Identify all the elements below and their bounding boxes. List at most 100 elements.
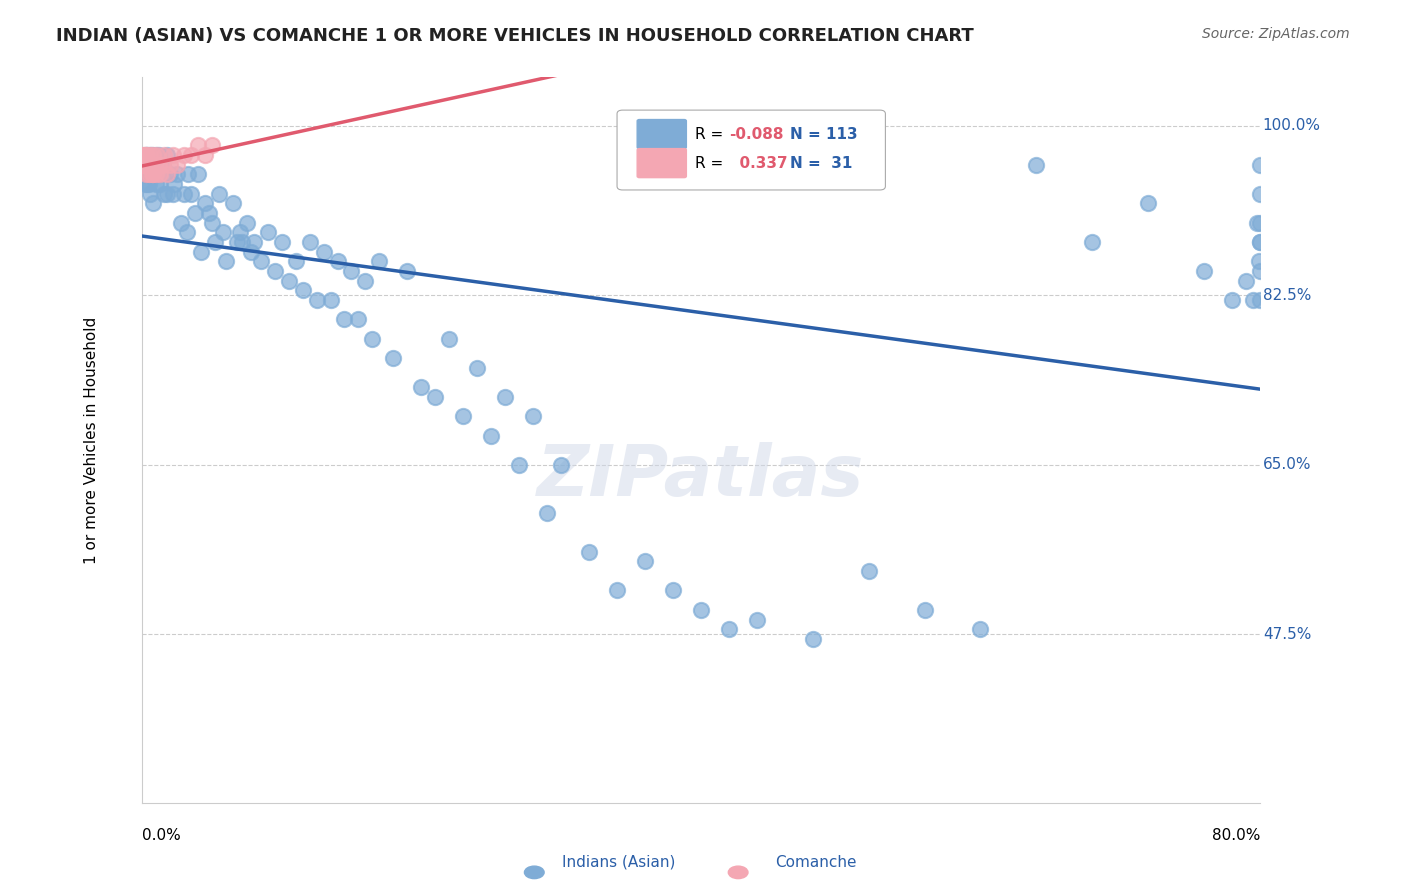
- Point: [201, 138, 224, 153]
- Point: [1192, 264, 1215, 278]
- Text: 100.0%: 100.0%: [1263, 119, 1320, 133]
- Point: [176, 225, 198, 239]
- Point: [184, 206, 207, 220]
- Point: [354, 274, 377, 288]
- Point: [1249, 293, 1271, 307]
- Point: [135, 157, 157, 171]
- Point: [221, 196, 243, 211]
- Text: -0.088: -0.088: [728, 127, 783, 142]
- Point: [235, 216, 257, 230]
- Text: 80.0%: 80.0%: [1212, 828, 1260, 843]
- Point: [1249, 186, 1271, 201]
- Point: [162, 186, 184, 201]
- Point: [134, 157, 156, 171]
- Point: [139, 148, 162, 162]
- Point: [138, 157, 160, 171]
- Text: R =: R =: [696, 155, 724, 170]
- Point: [149, 167, 172, 181]
- Point: [425, 390, 447, 404]
- Point: [163, 177, 186, 191]
- Point: [180, 186, 202, 201]
- Point: [508, 458, 530, 472]
- Point: [277, 274, 299, 288]
- Point: [143, 157, 166, 171]
- Point: [180, 148, 202, 162]
- Point: [139, 148, 162, 162]
- Point: [522, 409, 544, 424]
- Point: [139, 157, 162, 171]
- Point: [305, 293, 328, 307]
- Text: Indians (Asian): Indians (Asian): [562, 855, 675, 870]
- Point: [156, 148, 179, 162]
- Point: [142, 148, 165, 162]
- Text: 65.0%: 65.0%: [1263, 457, 1312, 472]
- Point: [177, 167, 200, 181]
- FancyBboxPatch shape: [637, 149, 686, 178]
- Point: [145, 148, 167, 162]
- Point: [132, 167, 155, 181]
- Point: [465, 360, 488, 375]
- Point: [159, 167, 181, 181]
- Point: [212, 225, 235, 239]
- Point: [1246, 216, 1268, 230]
- Point: [215, 254, 238, 268]
- Point: [690, 603, 713, 617]
- Text: 0.337: 0.337: [728, 155, 787, 170]
- Point: [1249, 235, 1271, 249]
- Point: [1081, 235, 1104, 249]
- Point: [190, 244, 212, 259]
- Point: [291, 284, 314, 298]
- Point: [1249, 157, 1271, 171]
- Point: [347, 312, 370, 326]
- Point: [148, 157, 170, 171]
- Point: [1025, 157, 1047, 171]
- Point: [606, 583, 628, 598]
- Point: [135, 148, 157, 162]
- Point: [494, 390, 516, 404]
- Point: [134, 177, 156, 191]
- Point: [969, 622, 991, 636]
- Point: [146, 157, 169, 171]
- FancyBboxPatch shape: [637, 120, 686, 149]
- Point: [135, 157, 157, 171]
- Point: [249, 254, 271, 268]
- Point: [145, 177, 167, 191]
- Point: [340, 264, 363, 278]
- Point: [242, 235, 264, 249]
- Point: [194, 148, 217, 162]
- Point: [138, 167, 160, 181]
- Point: [136, 148, 159, 162]
- Point: [662, 583, 685, 598]
- Point: [143, 157, 166, 171]
- Point: [134, 157, 156, 171]
- Point: [194, 196, 217, 211]
- Point: [138, 177, 160, 191]
- Point: [411, 380, 433, 394]
- Point: [1234, 274, 1257, 288]
- Point: [201, 216, 224, 230]
- Point: [187, 138, 209, 153]
- Point: [148, 148, 170, 162]
- Point: [204, 235, 226, 249]
- Point: [187, 167, 209, 181]
- Text: 1 or more Vehicles in Household: 1 or more Vehicles in Household: [84, 317, 98, 564]
- Point: [1241, 293, 1264, 307]
- Point: [256, 225, 278, 239]
- Point: [153, 186, 176, 201]
- Point: [801, 632, 824, 646]
- Point: [145, 167, 167, 181]
- Point: [1249, 235, 1271, 249]
- Point: [170, 216, 193, 230]
- Point: [138, 157, 160, 171]
- Point: [382, 351, 405, 366]
- Point: [166, 167, 188, 181]
- Point: [136, 167, 159, 181]
- Text: INDIAN (ASIAN) VS COMANCHE 1 OR MORE VEHICLES IN HOUSEHOLD CORRELATION CHART: INDIAN (ASIAN) VS COMANCHE 1 OR MORE VEH…: [56, 27, 974, 45]
- Text: 82.5%: 82.5%: [1263, 288, 1312, 302]
- Point: [361, 332, 384, 346]
- Text: 47.5%: 47.5%: [1263, 626, 1312, 641]
- Point: [134, 148, 156, 162]
- Point: [166, 157, 188, 171]
- Point: [149, 177, 172, 191]
- Point: [1249, 264, 1271, 278]
